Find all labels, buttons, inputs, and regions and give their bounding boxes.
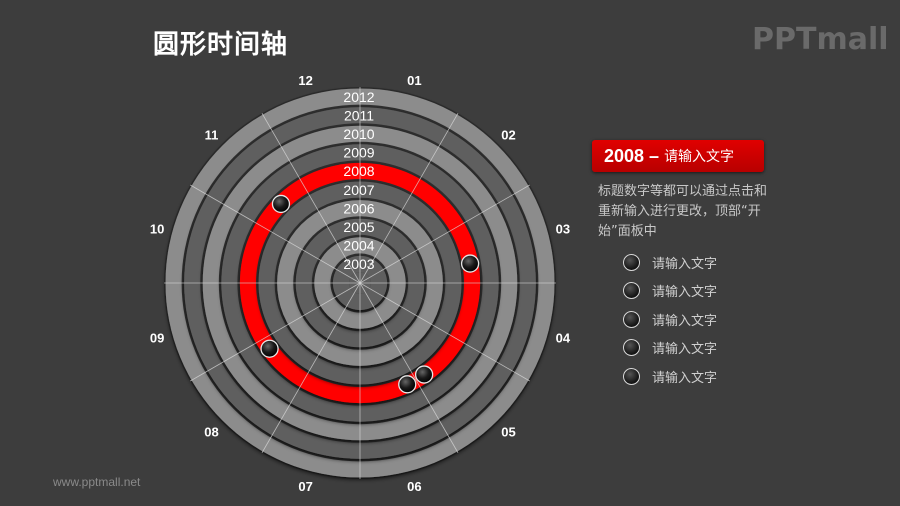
month-label-05: 05 <box>501 424 515 439</box>
month-label-10: 10 <box>150 222 164 237</box>
year-label-2005: 2005 <box>343 219 374 235</box>
month-label-08: 08 <box>204 424 218 439</box>
bullet-ball-icon <box>623 339 640 357</box>
highlight-year-header[interactable]: 2008 – 请输入文字 <box>592 140 764 172</box>
list-item[interactable]: 请输入文字 <box>623 362 717 391</box>
year-label-2006: 2006 <box>343 200 374 216</box>
month-label-06: 06 <box>407 479 421 494</box>
list-item[interactable]: 请输入文字 <box>623 248 717 277</box>
header-year: 2008 <box>604 145 645 166</box>
month-spokes <box>164 87 556 479</box>
page-title: 圆形时间轴 <box>153 30 289 60</box>
event-marker-ball-icon[interactable] <box>271 194 291 214</box>
month-label-09: 09 <box>150 330 164 345</box>
month-label-11: 11 <box>205 128 219 143</box>
bullet-ball-icon <box>623 367 640 385</box>
year-labels: 2012 2011 2010 2009 2008 2007 2006 2005 2004 2003 <box>343 89 374 272</box>
list-item[interactable]: 请输入文字 <box>623 277 717 306</box>
year-label-2007: 2007 <box>343 182 374 198</box>
month-label-02: 02 <box>501 128 515 143</box>
year-label-2003: 2003 <box>343 256 374 272</box>
list-item[interactable]: 请输入文字 <box>623 305 717 334</box>
event-marker-ball-icon[interactable] <box>414 365 434 384</box>
event-marker-ball-icon[interactable] <box>260 339 279 358</box>
month-label-01: 01 <box>407 73 421 88</box>
year-label-2010: 2010 <box>343 126 374 142</box>
month-label-07: 07 <box>298 479 312 494</box>
bullet-ball-icon <box>623 253 640 271</box>
footer-url: www.pptmall.net <box>53 475 141 489</box>
event-markers <box>260 194 480 394</box>
year-label-2012: 2012 <box>343 89 374 105</box>
event-marker-ball-icon[interactable] <box>460 254 480 273</box>
header-dash: – <box>649 145 660 166</box>
event-list: 请输入文字 请输入文字 请输入文字 请输入文字 请输入文字 <box>623 248 717 391</box>
brand-logo: PPTmall <box>752 22 889 57</box>
year-label-2009: 2009 <box>343 145 374 161</box>
bullet-ball-icon <box>623 282 640 300</box>
bullet-ball-icon <box>623 310 640 328</box>
month-labels: 01 02 03 04 05 06 07 08 09 10 11 12 <box>150 73 571 494</box>
month-label-12: 12 <box>298 73 312 88</box>
event-marker-ball-icon[interactable] <box>398 375 417 394</box>
list-item[interactable]: 请输入文字 <box>623 334 717 363</box>
year-label-2011: 2011 <box>344 107 374 123</box>
header-text: 请输入文字 <box>664 149 735 165</box>
month-label-03: 03 <box>556 222 570 237</box>
month-label-04: 04 <box>556 330 571 345</box>
year-label-2004: 2004 <box>343 238 374 254</box>
year-label-2008: 2008 <box>343 163 374 179</box>
description-text: 标题数字等都可以通过点击和重新输入进行更改，顶部“开始”面板中 <box>598 184 768 239</box>
